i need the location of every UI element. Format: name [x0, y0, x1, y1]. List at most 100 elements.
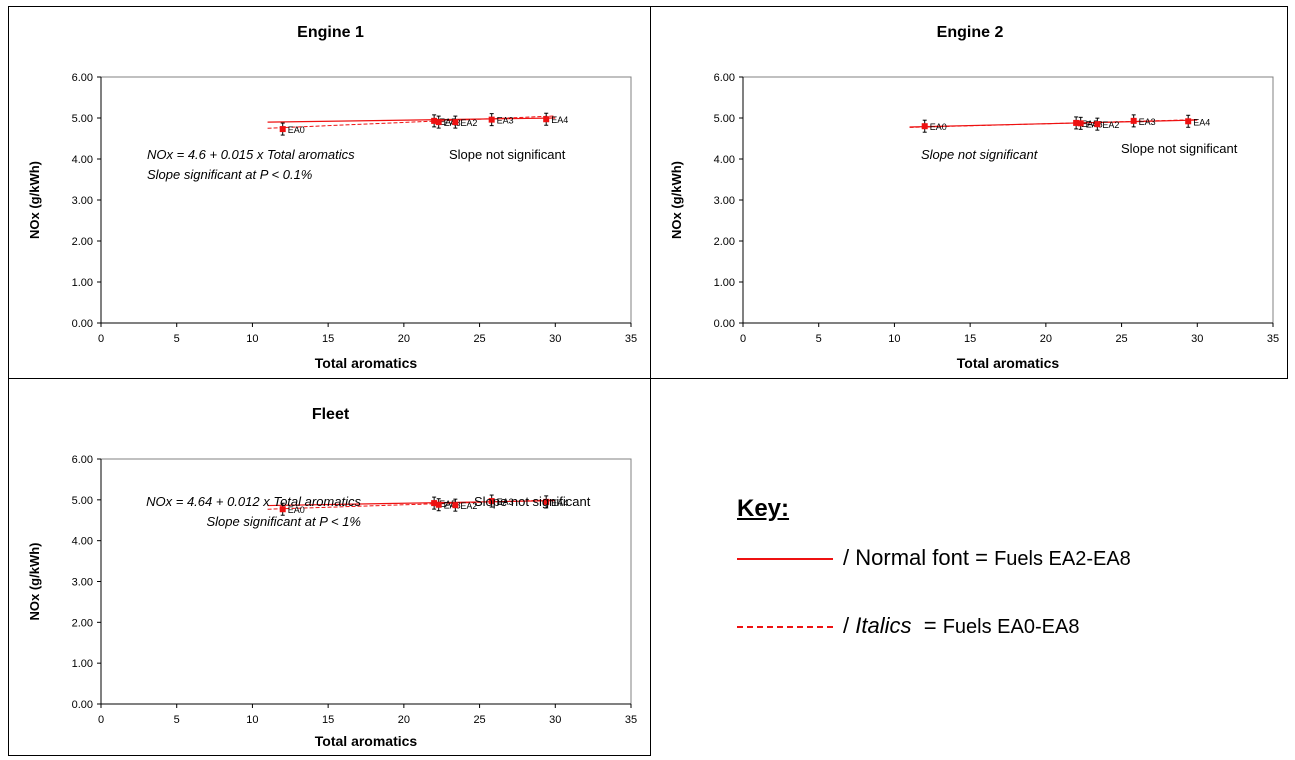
data-point-label: EA0 [288, 505, 305, 515]
y-tick-label: 4.00 [714, 154, 735, 166]
data-point [543, 116, 550, 123]
x-tick-label: 20 [1040, 333, 1052, 345]
data-point [488, 116, 495, 123]
x-tick-label: 30 [549, 333, 561, 345]
data-point [452, 502, 459, 509]
data-point-label: EA2 [1102, 120, 1119, 130]
data-point-label: EA0 [930, 122, 947, 132]
y-tick-label: 3.00 [714, 195, 735, 207]
data-point [431, 500, 438, 507]
key-row-dashed-eq: = [923, 613, 937, 638]
key-row-solid-fuels: Fuels EA2-EA8 [994, 548, 1131, 570]
key-row-dashed-style: Italics [855, 613, 912, 638]
y-tick-label: 1.00 [72, 658, 93, 670]
y-tick-label: 1.00 [72, 277, 93, 289]
y-tick-label: 4.00 [72, 154, 93, 166]
x-axis-label: Total aromatics [315, 355, 418, 371]
x-tick-label: 25 [1115, 333, 1127, 345]
plot-area [742, 76, 1274, 324]
data-point-label: EA4 [551, 115, 568, 125]
data-point-label: EA8 [444, 501, 461, 511]
chart-panel-engine-2: Engine 2 0.00 1.00 2.00 3.00 4.00 5.00 6.00 0 5 10… [650, 6, 1288, 379]
y-tick-label: 4.00 [72, 536, 93, 548]
x-tick-label: 35 [625, 714, 637, 726]
chart-panel-fleet: Fleet 0.00 1.00 2.00 3.00 4.00 5.00 6.00 0 5 10 15 2… [8, 378, 651, 756]
y-axis-label: NOx (g/kWh) [27, 543, 42, 621]
chart-engine-2: Engine 2 0.00 1.00 2.00 3.00 4.00 5.00 6.00 0 5 10… [669, 24, 1279, 371]
x-tick-label: 15 [964, 333, 976, 345]
chart-title: Engine 1 [297, 24, 364, 41]
x-axis-label: Total aromatics [315, 733, 418, 749]
x-tick-label: 15 [322, 714, 334, 726]
data-point-label: EA3 [497, 497, 514, 507]
chart-annotation: Slope not significant [449, 147, 566, 162]
x-tick-label: 30 [549, 714, 561, 726]
data-point [1094, 121, 1101, 128]
data-point [279, 126, 286, 133]
y-axis-label: NOx (g/kWh) [27, 161, 42, 239]
plot-area [100, 76, 632, 324]
x-tick-label: 0 [98, 714, 104, 726]
y-tick-label: 6.00 [72, 72, 93, 84]
y-tick-label: 5.00 [72, 113, 93, 125]
fit-line-solid [267, 117, 556, 123]
data-point-label: EA3 [1139, 117, 1156, 127]
key-title: Key: [737, 495, 790, 522]
x-tick-label: 20 [398, 333, 410, 345]
chart-annotation: Slope significant at P < 1% [206, 514, 361, 529]
key-row-solid: / Normal font = Fuels EA2-EA8 [737, 545, 1131, 571]
data-point [1077, 120, 1084, 127]
dashed-line-swatch [737, 626, 833, 629]
data-point [921, 123, 928, 130]
x-tick-label: 5 [174, 714, 180, 726]
y-tick-label: 6.00 [714, 72, 735, 84]
y-tick-label: 0.00 [72, 318, 93, 330]
y-tick-label: 0.00 [714, 318, 735, 330]
data-point-label: EA8 [1086, 119, 1103, 129]
chart-annotation: Slope not significant [1121, 141, 1238, 156]
x-tick-label: 35 [625, 333, 637, 345]
data-point [279, 506, 286, 513]
data-point-label: EA5 [439, 117, 456, 127]
x-tick-label: 0 [98, 333, 104, 345]
x-axis-label: Total aromatics [957, 355, 1060, 371]
x-tick-label: 0 [740, 333, 746, 345]
y-tick-label: 0.00 [72, 699, 93, 711]
legend-key: Key: / Normal font = Fuels EA2-EA8 / Ita… [737, 495, 1277, 655]
fit-line-solid [909, 119, 1198, 128]
fit-line-solid [267, 500, 556, 507]
data-point [431, 117, 438, 124]
chart-fleet: Fleet 0.00 1.00 2.00 3.00 4.00 5.00 6.00 0 5 10 15 2… [27, 406, 637, 749]
data-point-label: EA2 [460, 501, 477, 511]
y-tick-label: 2.00 [714, 236, 735, 248]
key-row-solid-eq: = [975, 545, 988, 570]
chart-title: Engine 2 [937, 24, 1004, 41]
key-row-solid-sep: / [843, 545, 850, 570]
data-point-label: EA5 [439, 499, 456, 509]
data-point [488, 498, 495, 505]
data-point [435, 119, 442, 126]
x-tick-label: 5 [816, 333, 822, 345]
chart-annotation: NOx = 4.6 + 0.015 x Total aromatics [147, 147, 355, 162]
data-point-label: EA2 [460, 118, 477, 128]
x-tick-label: 10 [246, 714, 258, 726]
data-point-label: EA4 [1193, 117, 1210, 127]
x-tick-label: 25 [473, 333, 485, 345]
x-tick-label: 15 [322, 333, 334, 345]
key-row-dashed-sep: / [843, 613, 850, 638]
data-point [1073, 119, 1080, 126]
y-tick-label: 2.00 [72, 617, 93, 629]
chart-panel-engine-1: Engine 1 0.00 1.00 2.00 3.00 4.00 5.00 6.00 0 5 10… [8, 6, 651, 379]
x-tick-label: 20 [398, 714, 410, 726]
y-tick-label: 5.00 [72, 495, 93, 507]
x-tick-label: 25 [473, 714, 485, 726]
data-point-label: EA3 [497, 116, 514, 126]
chart-annotation: Slope not significant [921, 147, 1039, 162]
x-tick-label: 35 [1267, 333, 1279, 345]
solid-line-swatch [737, 558, 833, 561]
y-tick-label: 1.00 [714, 277, 735, 289]
data-point [1130, 117, 1137, 124]
y-tick-label: 2.00 [72, 236, 93, 248]
y-axis-label: NOx (g/kWh) [669, 161, 684, 239]
data-point [435, 501, 442, 508]
